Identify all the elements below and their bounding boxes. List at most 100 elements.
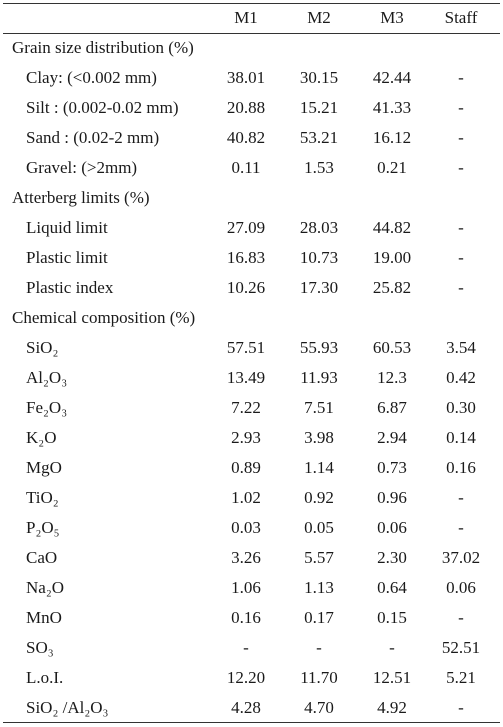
cell: 0.05 <box>304 518 334 537</box>
cell: 0.03 <box>231 518 261 537</box>
cell: 1.02 <box>231 488 261 507</box>
cell: 4.70 <box>304 698 334 717</box>
cell: 12.3 <box>377 368 407 387</box>
row-label: Silt : (0.002-0.02 mm) <box>26 98 179 117</box>
row-label: MgO <box>26 458 62 477</box>
row-label: Al₂O₃ <box>26 368 68 387</box>
row-label: CaO <box>26 548 58 567</box>
cell: 38.01 <box>226 68 266 87</box>
cell: 37.02 <box>441 548 481 567</box>
cell: 11.93 <box>300 368 338 387</box>
cell: - <box>458 128 464 147</box>
cell: 27.09 <box>226 218 266 237</box>
cell: 0.42 <box>446 368 476 387</box>
row-label: Plastic limit <box>26 248 108 267</box>
cell: - <box>458 218 464 237</box>
cell: 10.26 <box>226 278 266 297</box>
cell: 5.21 <box>446 668 476 687</box>
cell: 0.06 <box>446 578 476 597</box>
row-label: TiO₂ <box>26 488 59 507</box>
cell: 0.16 <box>446 458 476 477</box>
cell: 3.54 <box>446 338 476 357</box>
cell: 60.53 <box>372 338 412 357</box>
cell: 0.96 <box>377 488 407 507</box>
cell: 1.13 <box>304 578 334 597</box>
cell: 12.51 <box>372 668 412 687</box>
cell: 4.28 <box>231 698 261 717</box>
column-header: M1 <box>234 8 258 27</box>
cell: 41.33 <box>372 98 412 117</box>
bottom-rule <box>3 722 500 723</box>
cell: 55.93 <box>299 338 339 357</box>
row-label: MnO <box>26 608 62 627</box>
cell: 4.92 <box>377 698 407 717</box>
cell: 12.20 <box>226 668 266 687</box>
column-header: M3 <box>380 8 404 27</box>
cell: - <box>458 278 464 297</box>
cell: - <box>243 638 249 657</box>
cell: 0.64 <box>377 578 407 597</box>
cell: 53.21 <box>299 128 339 147</box>
cell: 20.88 <box>226 98 266 117</box>
cell: 1.14 <box>304 458 334 477</box>
cell: 0.06 <box>377 518 407 537</box>
cell: 0.15 <box>377 608 407 627</box>
cell: - <box>458 248 464 267</box>
cell: 7.51 <box>304 398 334 417</box>
cell: 30.15 <box>299 68 339 87</box>
cell: - <box>316 638 322 657</box>
column-header: Staff <box>444 8 478 27</box>
cell: 17.30 <box>299 278 339 297</box>
cell: 19.00 <box>372 248 412 267</box>
cell: 2.30 <box>377 548 407 567</box>
cell: 52.51 <box>441 638 481 657</box>
row-label: SO₃ <box>26 638 54 657</box>
cell: 10.73 <box>299 248 339 267</box>
section-title: Grain size distribution (%) <box>12 38 194 57</box>
cell: 11.70 <box>300 668 338 687</box>
row-label: Na₂O <box>26 578 65 597</box>
row-label: L.o.I. <box>26 668 64 687</box>
cell: 1.06 <box>231 578 261 597</box>
cell: - <box>458 608 464 627</box>
cell: 15.21 <box>299 98 339 117</box>
row-label: SiO₂ <box>26 338 59 357</box>
row-label: SiO₂ /Al₂O₃ <box>26 698 109 717</box>
cell: - <box>458 698 464 717</box>
cell: 0.92 <box>304 488 334 507</box>
column-header: M2 <box>307 8 331 27</box>
cell: 7.22 <box>231 398 261 417</box>
cell: 25.82 <box>372 278 412 297</box>
cell: 0.21 <box>377 158 407 177</box>
cell: 16.83 <box>226 248 266 267</box>
section-title: Chemical composition (%) <box>12 308 196 327</box>
cell: 16.12 <box>372 128 412 147</box>
cell: 42.44 <box>372 68 412 87</box>
row-label: P₂O₅ <box>26 518 60 537</box>
cell: 0.17 <box>304 608 334 627</box>
cell: 40.82 <box>226 128 266 147</box>
cell: 5.57 <box>304 548 334 567</box>
cell: 0.11 <box>231 158 261 177</box>
row-label: Fe₂O₃ <box>26 398 68 417</box>
cell: 3.26 <box>231 548 261 567</box>
cell: - <box>458 98 464 117</box>
cell: 0.73 <box>377 458 407 477</box>
cell: - <box>458 158 464 177</box>
cell: 0.16 <box>231 608 261 627</box>
cell: 2.93 <box>231 428 261 447</box>
cell: 2.94 <box>377 428 407 447</box>
cell: - <box>458 68 464 87</box>
cell: 3.98 <box>304 428 334 447</box>
header-rule <box>3 33 500 34</box>
row-label: Plastic index <box>26 278 114 297</box>
top-rule <box>3 3 500 4</box>
cell: 57.51 <box>226 338 266 357</box>
cell: - <box>389 638 395 657</box>
cell: 44.82 <box>372 218 412 237</box>
row-label: Gravel: (>2mm) <box>26 158 138 177</box>
row-label: Clay: (<0.002 mm) <box>26 68 157 87</box>
cell: - <box>458 488 464 507</box>
section-title: Atterberg limits (%) <box>12 188 150 207</box>
